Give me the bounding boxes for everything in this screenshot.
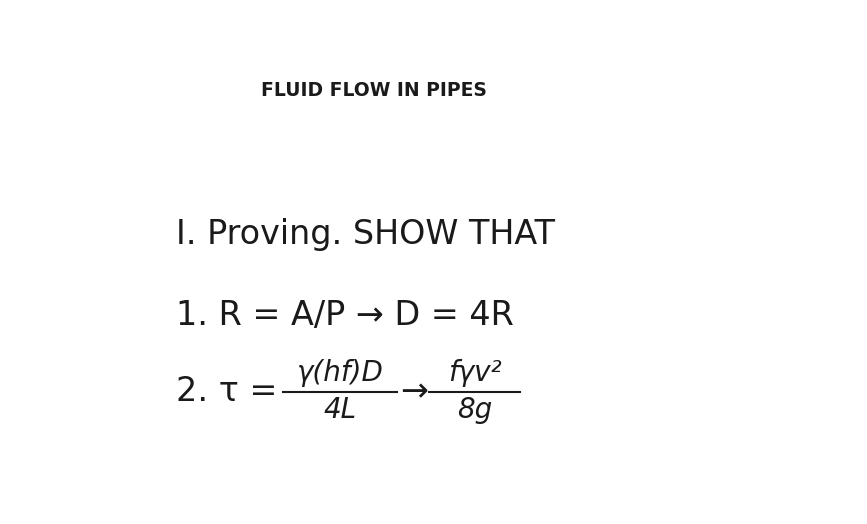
- Text: 4L: 4L: [323, 396, 356, 424]
- Text: 2. τ =: 2. τ =: [175, 375, 288, 408]
- Text: 8g: 8g: [457, 396, 492, 424]
- Text: γ(hf)D: γ(hf)D: [297, 359, 383, 387]
- Text: 1. R = A/P → D = 4R: 1. R = A/P → D = 4R: [175, 299, 513, 332]
- Text: fγv²: fγv²: [447, 359, 501, 387]
- Text: I. Proving. SHOW THAT: I. Proving. SHOW THAT: [175, 218, 555, 251]
- Text: FLUID FLOW IN PIPES: FLUID FLOW IN PIPES: [261, 81, 486, 100]
- Text: →: →: [400, 375, 428, 408]
